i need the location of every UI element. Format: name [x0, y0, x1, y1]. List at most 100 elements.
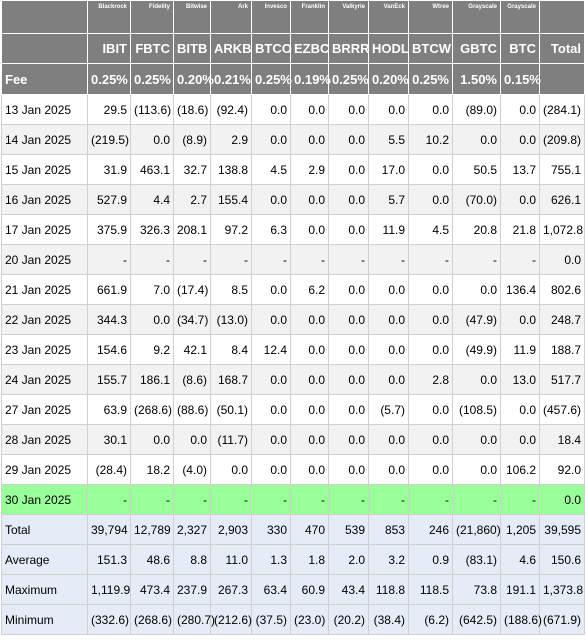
date-cell: 30 Jan 2025 [1, 484, 88, 515]
value-cell: 4.4 [130, 184, 174, 215]
value-cell: 0.0 [500, 124, 540, 155]
row-total-cell: (209.8) [539, 124, 585, 155]
value-cell: 151.3 [87, 544, 131, 575]
value-cell: 2.9 [210, 124, 252, 155]
value-cell: 6.2 [290, 274, 329, 305]
value-cell: 0.0 [328, 364, 369, 395]
date-cell: 23 Jan 2025 [1, 334, 88, 365]
summary-label-cell: Maximum [1, 574, 88, 605]
value-cell: (47.9) [452, 304, 501, 335]
value-cell: (188.6) [500, 604, 542, 635]
value-cell: (28.4) [87, 454, 131, 485]
value-cell: 208.1 [173, 214, 211, 245]
value-cell: 0.0 [408, 94, 453, 125]
row-total-cell: 1,373.8 [539, 574, 585, 605]
value-cell: (34.7) [173, 304, 211, 335]
fee-header-cell [539, 63, 585, 95]
value-cell: - [452, 484, 501, 515]
date-cell: 22 Jan 2025 [1, 304, 88, 335]
value-cell: 29.5 [87, 94, 131, 125]
provider-row: Blackrock Fidelity Bitwise Ark Invesco Frankl… [1, 0, 585, 34]
value-cell: (21,860) [452, 514, 501, 545]
value-cell: 3.2 [368, 544, 409, 575]
provider-header-cell: Grayscale [452, 0, 501, 34]
value-cell: 2.8 [408, 364, 453, 395]
date-cell: 20 Jan 2025 [1, 244, 88, 275]
table-row: 22 Jan 2025 344.3 0.0 (34.7) (13.0) 0.0 0.0 0.0… [1, 304, 585, 335]
row-total-cell: 92.0 [539, 454, 585, 485]
table-body: 13 Jan 2025 29.5 (113.6) (18.6) (92.4) 0.0 0.0… [1, 94, 585, 635]
value-cell: (17.4) [173, 274, 211, 305]
ticker-row: IBIT FBTC BITB ARKB BTCO EZBC BRRR HODL BTCW GBTC… [1, 33, 585, 64]
row-total-cell: 626.1 [539, 184, 585, 215]
value-cell: - [328, 244, 369, 275]
value-cell: 43.4 [328, 574, 369, 605]
table-row: 13 Jan 2025 29.5 (113.6) (18.6) (92.4) 0.0 0.0… [1, 94, 585, 125]
value-cell: 0.9 [408, 544, 453, 575]
value-cell: 8.5 [210, 274, 252, 305]
value-cell: 13.0 [500, 364, 540, 395]
row-total-cell: 18.4 [539, 424, 585, 455]
value-cell: 0.0 [290, 94, 329, 125]
table-row: 17 Jan 2025 375.9 326.3 208.1 97.2 6.3 0.0 0.0 1… [1, 214, 585, 245]
value-cell: 7.0 [130, 274, 174, 305]
value-cell: 0.0 [251, 304, 291, 335]
date-cell: 21 Jan 2025 [1, 274, 88, 305]
value-cell: 330 [251, 514, 291, 545]
ticker-header-cell: IBIT [87, 33, 131, 64]
value-cell: 0.0 [500, 304, 540, 335]
value-cell: 63.9 [87, 394, 131, 425]
table-row: 16 Jan 2025 527.9 4.4 2.7 155.4 0.0 0.0 0.0 5.7 0… [1, 184, 585, 215]
value-cell: 0.0 [290, 184, 329, 215]
value-cell: (50.1) [210, 394, 252, 425]
ticker-header-cell: GBTC [452, 33, 501, 64]
value-cell: 4.5 [251, 154, 291, 185]
value-cell: (268.6) [130, 604, 174, 635]
value-cell: - [368, 244, 409, 275]
value-cell: 155.7 [87, 364, 131, 395]
summary-row: Maximum 1,119.9 473.4 237.9 267.3 63.4 60.9 43.… [1, 574, 585, 605]
value-cell: 0.0 [290, 124, 329, 155]
value-cell: 0.0 [251, 184, 291, 215]
provider-header-cell: Wtree [408, 0, 453, 34]
value-cell: 12,789 [130, 514, 174, 545]
value-cell: (11.7) [210, 424, 252, 455]
value-cell: 0.0 [210, 454, 252, 485]
value-cell: (4.0) [173, 454, 211, 485]
summary-label-cell: Total [1, 514, 88, 545]
value-cell: 11.9 [368, 214, 409, 245]
value-cell: 1,205 [500, 514, 540, 545]
value-cell: 0.0 [368, 334, 409, 365]
value-cell: 0.0 [500, 94, 540, 125]
value-cell: 375.9 [87, 214, 131, 245]
value-cell: 0.0 [368, 454, 409, 485]
value-cell: 1.3 [251, 544, 291, 575]
value-cell: - [452, 244, 501, 275]
value-cell: 0.0 [328, 124, 369, 155]
value-cell: (13.0) [210, 304, 252, 335]
value-cell: (212.6) [210, 604, 252, 635]
value-cell: (113.6) [130, 94, 174, 125]
ticker-header-cell [1, 33, 88, 64]
value-cell: 0.0 [368, 364, 409, 395]
value-cell: 17.0 [368, 154, 409, 185]
value-cell: 344.3 [87, 304, 131, 335]
value-cell: (89.0) [452, 94, 501, 125]
value-cell: 0.0 [251, 124, 291, 155]
fee-header-cell: 0.25% [251, 63, 292, 95]
value-cell: 191.1 [500, 574, 540, 605]
summary-row: Average 151.3 48.6 8.8 11.0 1.3 1.8 2.0 3.2 0.9 (8… [1, 544, 585, 575]
value-cell: 0.0 [408, 304, 453, 335]
value-cell: 2,327 [173, 514, 211, 545]
value-cell: 32.7 [173, 154, 211, 185]
value-cell: 0.0 [328, 454, 369, 485]
table-row: 29 Jan 2025 (28.4) 18.2 (4.0) 0.0 0.0 0.0 0.0 0.… [1, 454, 585, 485]
value-cell: 0.0 [500, 184, 540, 215]
value-cell: 73.8 [452, 574, 501, 605]
ticker-header-cell: BRRR [328, 33, 370, 64]
value-cell: 0.0 [130, 304, 174, 335]
value-cell: 9.2 [130, 334, 174, 365]
value-cell: - [408, 484, 453, 515]
value-cell: 0.0 [328, 94, 369, 125]
summary-label-cell: Minimum [1, 604, 88, 635]
